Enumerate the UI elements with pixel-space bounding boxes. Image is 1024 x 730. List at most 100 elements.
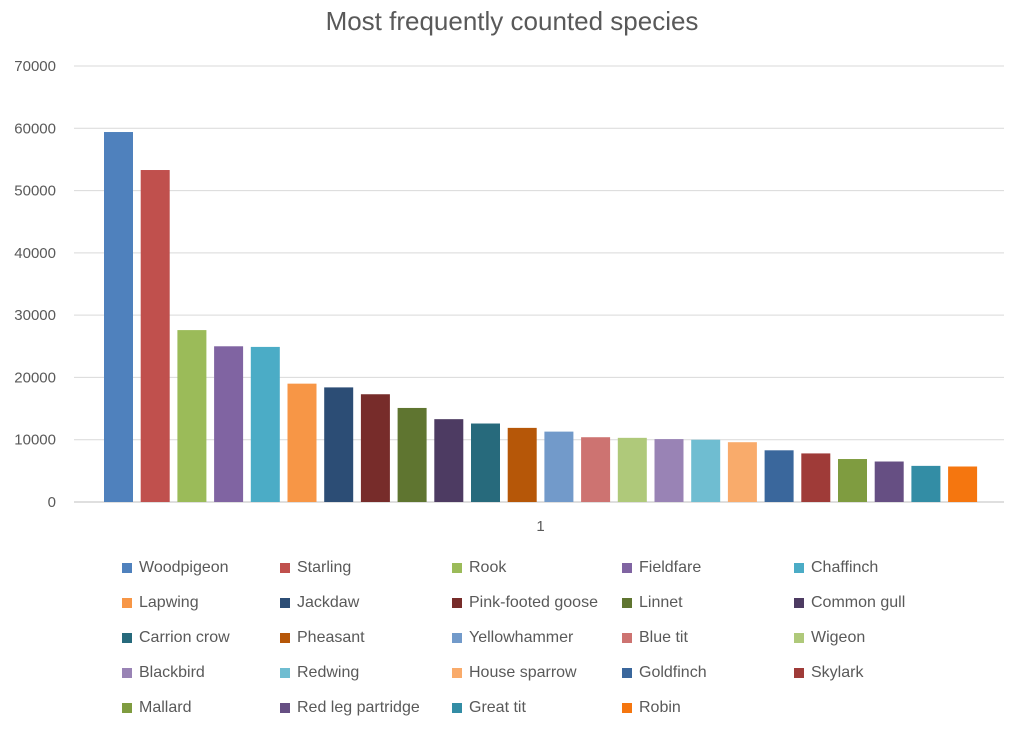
- legend-swatch: [122, 598, 132, 608]
- y-axis: 0 10000 20000 30000 40000 50000 60000 70000: [14, 58, 56, 511]
- legend-label: House sparrow: [469, 664, 577, 681]
- legend-item: House sparrow: [452, 661, 622, 685]
- legend-label: Jackdaw: [297, 594, 360, 611]
- legend-label: Chaffinch: [811, 559, 879, 576]
- legend-item: Jackdaw: [280, 591, 452, 615]
- legend-swatch: [794, 633, 804, 643]
- legend-item: Blackbird: [122, 661, 280, 685]
- legend-swatch: [452, 703, 462, 713]
- legend-swatch: [794, 563, 804, 573]
- legend-swatch: [452, 633, 462, 643]
- y-tick-label: 60000: [14, 120, 56, 137]
- bar: [544, 431, 574, 502]
- legend-item: Rook: [452, 556, 622, 580]
- gridlines: [74, 65, 1004, 503]
- legend-item: Redwing: [280, 661, 452, 685]
- legend-label: Redwing: [297, 664, 360, 681]
- legend-item: Skylark: [794, 661, 994, 685]
- legend-item: Lapwing: [122, 591, 280, 615]
- bar: [104, 132, 133, 502]
- legend-item: Red leg partridge: [280, 696, 452, 720]
- bar: [764, 450, 794, 502]
- plot-area: 0 10000 20000 30000 40000 50000 60000 70000 1: [14, 58, 1004, 535]
- legend-label: Pheasant: [297, 629, 365, 646]
- bar: [727, 442, 757, 502]
- bar: [691, 439, 721, 502]
- bar: [911, 465, 941, 502]
- bar: [617, 437, 647, 502]
- bar: [177, 330, 207, 502]
- legend-swatch: [622, 598, 632, 608]
- legend-label: Carrion crow: [139, 629, 230, 646]
- legend-label: Blue tit: [639, 629, 688, 646]
- legend-item: Goldfinch: [622, 661, 794, 685]
- legend-item: Blue tit: [622, 626, 794, 650]
- legend-item: Fieldfare: [622, 556, 794, 580]
- legend-swatch: [622, 668, 632, 678]
- bar: [471, 423, 500, 502]
- legend-label: Wigeon: [811, 629, 866, 646]
- legend-label: Yellowhammer: [469, 629, 574, 646]
- bar: [360, 394, 390, 502]
- legend-swatch: [122, 703, 132, 713]
- legend-item: Wigeon: [794, 626, 994, 650]
- legend-item: Robin: [622, 696, 794, 720]
- legend-swatch: [794, 598, 804, 608]
- legend-item: Pink-footed goose: [452, 591, 622, 615]
- legend-swatch: [122, 633, 132, 643]
- y-tick-label: 70000: [14, 58, 56, 75]
- legend-swatch: [280, 703, 290, 713]
- y-tick-label: 0: [48, 494, 56, 511]
- legend-swatch: [622, 703, 632, 713]
- y-tick-label: 20000: [14, 369, 56, 386]
- bar: [838, 459, 867, 502]
- legend-label: Robin: [639, 699, 681, 716]
- legend-item: Woodpigeon: [122, 556, 280, 580]
- x-axis: 1: [536, 518, 544, 535]
- bar: [214, 346, 244, 502]
- legend-swatch: [622, 633, 632, 643]
- y-tick-label: 40000: [14, 245, 56, 262]
- legend-item: Common gull: [794, 591, 994, 615]
- legend-item: Chaffinch: [794, 556, 994, 580]
- legend-swatch: [452, 598, 462, 608]
- legend-label: Skylark: [811, 664, 864, 681]
- legend-label: Linnet: [639, 594, 683, 611]
- legend-label: Woodpigeon: [139, 559, 229, 576]
- bar: [287, 383, 317, 502]
- legend-label: Mallard: [139, 699, 192, 716]
- legend-label: Goldfinch: [639, 664, 707, 681]
- legend-item: Mallard: [122, 696, 280, 720]
- legend-label: Great tit: [469, 699, 526, 716]
- legend-swatch: [122, 668, 132, 678]
- legend-swatch: [280, 633, 290, 643]
- legend-label: Lapwing: [139, 594, 199, 611]
- bar: [434, 419, 464, 502]
- bar: [948, 466, 978, 502]
- legend-label: Red leg partridge: [297, 699, 420, 716]
- bar: [324, 387, 354, 502]
- legend-item: Pheasant: [280, 626, 452, 650]
- legend-item: Great tit: [452, 696, 622, 720]
- legend-swatch: [280, 563, 290, 573]
- legend-item: Linnet: [622, 591, 794, 615]
- bar: [507, 427, 537, 502]
- y-tick-label: 10000: [14, 432, 56, 449]
- legend-swatch: [622, 563, 632, 573]
- bars: [104, 132, 978, 502]
- bar: [581, 437, 611, 502]
- bar: [874, 461, 904, 502]
- legend-swatch: [122, 563, 132, 573]
- legend-label: Blackbird: [139, 664, 205, 681]
- legend-label: Common gull: [811, 594, 906, 611]
- legend-swatch: [794, 668, 804, 678]
- bar: [397, 407, 427, 502]
- legend-swatch: [280, 598, 290, 608]
- legend-swatch: [452, 563, 462, 573]
- legend-label: Fieldfare: [639, 559, 702, 576]
- chart-title: Most frequently counted species: [325, 6, 699, 36]
- y-tick-label: 30000: [14, 307, 56, 324]
- x-tick-label: 1: [536, 518, 544, 535]
- bar: [801, 453, 831, 502]
